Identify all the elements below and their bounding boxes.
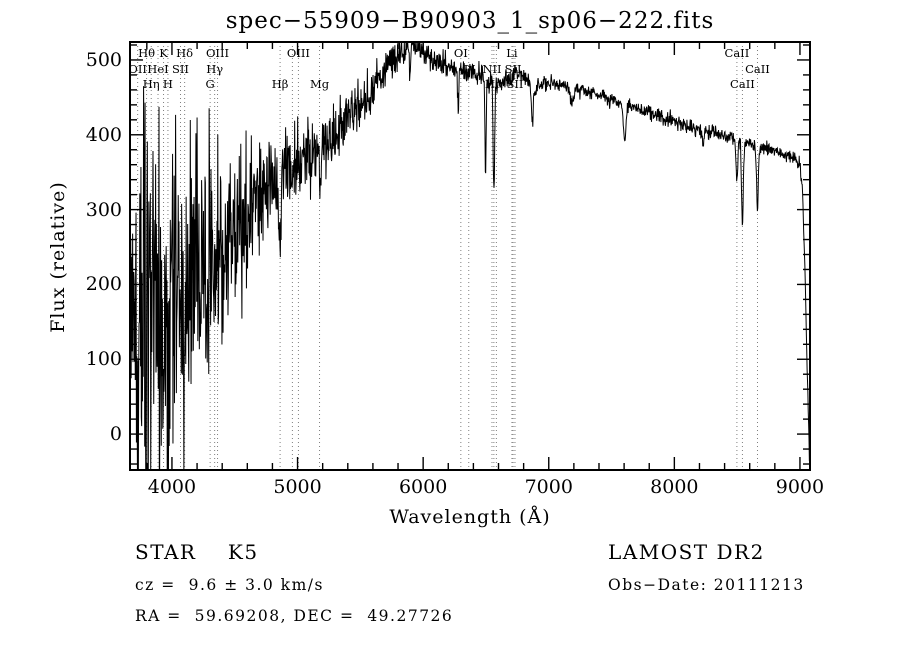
cz-text: cz = 9.6 ± 3.0 km/s xyxy=(135,576,324,594)
y-tick-label: 300 xyxy=(85,198,122,221)
spectral-line-label: SII xyxy=(172,61,189,76)
spectral-line-label: K xyxy=(159,46,168,60)
survey-text: LAMOST DR2 xyxy=(608,540,765,564)
x-tick-label: 6000 xyxy=(398,476,448,498)
spectral-line-label: Hγ xyxy=(206,61,224,76)
x-tick-label: 7000 xyxy=(524,476,573,498)
spectral-line-label: OIII xyxy=(286,46,310,60)
spectral-line-label: OII xyxy=(128,61,147,76)
object-class-text: STAR K5 xyxy=(135,540,259,564)
spectral-line-label: Hη xyxy=(142,77,160,91)
spectral-line-label: CaII xyxy=(730,77,755,91)
spectral-line-label: SII xyxy=(504,61,522,76)
spectral-line-label: OI xyxy=(461,61,476,76)
spectral-line-label: H xyxy=(162,77,173,91)
spectral-line-label: SII xyxy=(506,77,524,91)
y-tick-label: 500 xyxy=(85,48,122,71)
y-tick-label: 0 xyxy=(109,423,122,446)
spectral-line-label: OI xyxy=(453,46,468,60)
spectral-line-label: Hθ xyxy=(138,46,156,60)
plot-frame xyxy=(129,41,811,471)
obs-date-text: Obs−Date: 20111213 xyxy=(608,576,805,594)
spectral-line-label: Li xyxy=(506,46,518,60)
x-tick-label: 9000 xyxy=(775,476,825,498)
spectral-line-label: NII xyxy=(482,61,502,76)
spectral-line-label: OIII xyxy=(206,46,230,60)
x-axis-label: Wavelength (Å) xyxy=(389,506,551,528)
spectral-line-label: Hδ xyxy=(176,46,194,60)
x-tick-label: 4000 xyxy=(147,476,197,498)
x-tick-label: 5000 xyxy=(273,476,322,498)
x-tick-label: 8000 xyxy=(650,476,699,498)
plot-title: spec−55909−B90903_1_sp06−222.fits xyxy=(225,8,715,34)
spectral-line-label: Mg xyxy=(309,77,330,91)
spectrum-trace xyxy=(130,42,810,470)
y-tick-label: 200 xyxy=(85,273,122,296)
spectral-line-label: HeI xyxy=(147,61,169,76)
spectral-line-label: CaII xyxy=(724,46,750,60)
ra-dec-text: RA = 59.69208, DEC = 49.27726 xyxy=(135,607,454,625)
y-tick-label: 100 xyxy=(85,348,122,371)
spectral-line-label: Hβ xyxy=(271,77,289,91)
y-tick-label: 400 xyxy=(85,123,122,146)
y-axis-label: Flux (relative) xyxy=(47,181,69,333)
spectral-line-label: CaII xyxy=(745,61,770,76)
spectral-line-label: G xyxy=(205,77,215,91)
spectral-line-label: Hα xyxy=(484,77,503,91)
